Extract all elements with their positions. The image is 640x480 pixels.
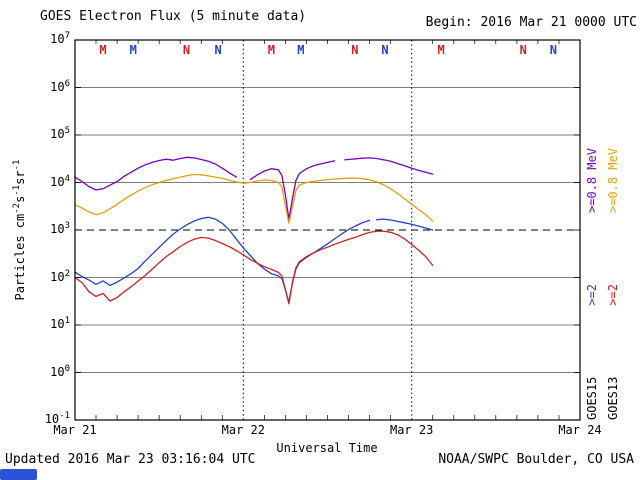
legend-segment-goes15-1: >=2 (585, 284, 599, 306)
x-tick-label-Mar22: Mar 22 (221, 423, 265, 437)
event-marker-N: N (381, 43, 389, 57)
legend-segment-goes13-0: GOES13 (606, 376, 620, 420)
event-marker-M: M (297, 43, 305, 57)
series-line-GOES15-0 (74, 156, 434, 220)
y-axis-title: Particles cm-2s-1sr-1 (12, 159, 27, 301)
event-marker-N: N (351, 43, 359, 57)
event-marker-M: M (267, 43, 275, 57)
series-line-GOES13-3 (74, 230, 434, 305)
legend-segment-goes15-0: GOES15 (585, 376, 599, 420)
y-tick-label-1e-1: 10-1 (44, 411, 70, 426)
y-tick-label-1e7: 107 (50, 31, 70, 46)
event-marker-M: M (99, 43, 107, 57)
page-title: GOES Electron Flux (5 minute data) (40, 9, 307, 24)
y-tick-label-1e4: 104 (50, 173, 70, 189)
event-marker-N: N (549, 43, 557, 57)
legend-segment-goes15-2: >=0.8 MeV (585, 148, 599, 214)
y-tick-label-1e6: 106 (50, 78, 70, 94)
legend-column-goes13: GOES13 >=2 >=0.8 MeV (606, 148, 620, 420)
event-marker-M: M (437, 43, 445, 57)
x-tick-label-Mar21: Mar 21 (53, 423, 97, 437)
y-tick-label-1e5: 105 (50, 126, 70, 141)
begin-timestamp: Begin: 2016 Mar 21 0000 UTC (425, 15, 637, 30)
y-tick-label-1e1: 101 (50, 316, 70, 331)
y-tick-label-1e0: 100 (50, 363, 70, 379)
x-tick-label-Mar23: Mar 23 (389, 423, 434, 437)
legend-segment-goes13-1: >=2 (606, 284, 620, 306)
credit-text: NOAA/SWPC Boulder, CO USA (438, 452, 634, 467)
y-tick-label-1e2: 102 (50, 268, 70, 284)
y-tick-label-1e3: 103 (50, 221, 70, 236)
x-tick-label-Mar24: Mar 24 (558, 423, 602, 437)
plot-border (74, 39, 581, 421)
event-marker-N: N (214, 43, 222, 57)
corner-blue-artifact (0, 469, 37, 480)
updated-timestamp: Updated 2016 Mar 23 03:16:04 UTC (5, 452, 256, 467)
legend-column-goes15: GOES15 >=2 >=0.8 MeV (585, 148, 599, 420)
series-line-GOES13-1 (74, 173, 434, 224)
event-marker-N: N (182, 43, 191, 57)
legend-segment-goes13-2: >=0.8 MeV (606, 148, 620, 214)
event-marker-N: N (519, 43, 527, 57)
x-axis-title: Universal Time (276, 441, 378, 455)
event-marker-M: M (129, 43, 137, 57)
